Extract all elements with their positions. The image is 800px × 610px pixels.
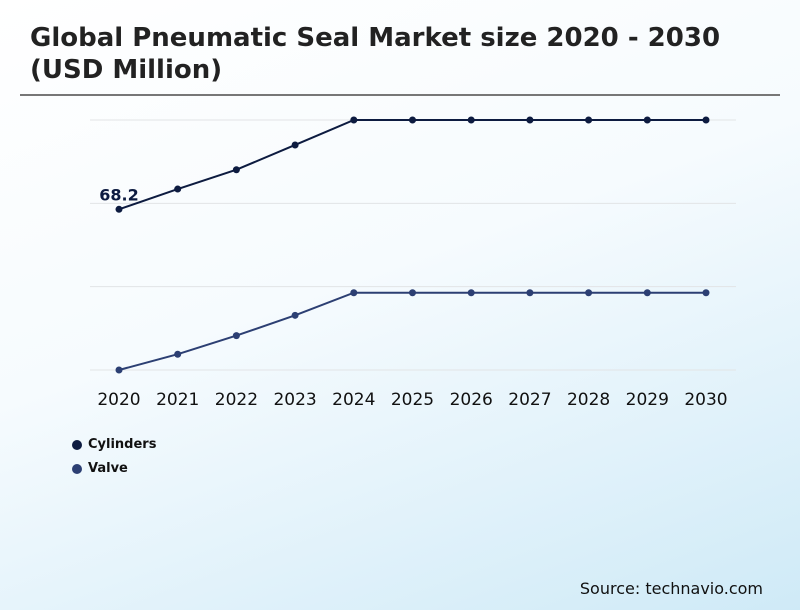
- data-point: [526, 116, 534, 124]
- data-point: [350, 289, 358, 297]
- data-point: [291, 141, 299, 149]
- legend-marker-icon: [72, 439, 82, 450]
- data-point: [467, 289, 475, 297]
- x-tick-label: 2020: [97, 390, 140, 410]
- x-tick-label: 2026: [450, 390, 493, 410]
- x-tick-label: 2022: [215, 390, 258, 410]
- data-point: [350, 116, 358, 124]
- x-tick-label: 2028: [567, 390, 610, 410]
- data-point: [585, 116, 593, 124]
- data-point: [232, 166, 240, 174]
- data-point: [526, 289, 534, 297]
- data-label: 68.2: [99, 185, 138, 204]
- series-line-valve: [118, 291, 706, 371]
- data-point: [409, 116, 416, 124]
- line-chart: 2020 2021 2022 2023 2024 2025 2026 2027 2028 2029…: [90, 116, 736, 410]
- source-note: Source: technavio.com: [579, 579, 763, 598]
- data-point: [291, 311, 299, 319]
- data-point: [702, 116, 710, 124]
- x-tick-label: 2027: [508, 390, 551, 410]
- x-tick-label: 2029: [626, 390, 669, 410]
- data-point: [702, 289, 710, 297]
- legend-item-cylinders: Cylinders: [72, 437, 156, 452]
- data-point: [643, 289, 651, 297]
- title-divider: [20, 94, 780, 96]
- data-point: [232, 332, 240, 340]
- data-point: [174, 185, 182, 193]
- x-tick-label: 2023: [273, 390, 316, 410]
- data-point: [585, 289, 593, 297]
- legend-marker-icon: [72, 463, 82, 474]
- x-tick-label: 2024: [332, 390, 375, 410]
- x-tick-label: 2021: [156, 390, 199, 410]
- series-line-cylinders: [118, 119, 706, 211]
- data-point: [174, 350, 182, 358]
- x-tick-label: 2030: [684, 390, 727, 410]
- data-point: [467, 116, 475, 124]
- data-point: [115, 205, 123, 213]
- legend-item-valve: Valve: [72, 461, 128, 476]
- data-point: [115, 366, 123, 374]
- data-point: [643, 116, 651, 124]
- legend-label: Valve: [88, 461, 128, 476]
- chart-title: Global Pneumatic Seal Market size 2020 -…: [30, 23, 721, 85]
- x-tick-label: 2025: [391, 390, 434, 410]
- legend-label: Cylinders: [88, 437, 157, 452]
- data-point: [409, 289, 416, 297]
